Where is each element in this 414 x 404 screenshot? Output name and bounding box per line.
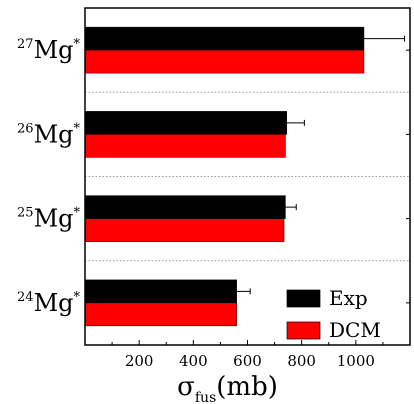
category-label-27: 27Mg* bbox=[17, 36, 80, 64]
x-axis-title-unit: (mb) bbox=[216, 372, 278, 402]
legend-swatch-exp bbox=[286, 289, 321, 308]
x-axis-title-symbol: σ bbox=[177, 372, 195, 402]
bar-exp-25 bbox=[84, 195, 286, 219]
bar-dcm-26 bbox=[84, 134, 286, 158]
category-mass: 27 bbox=[17, 37, 34, 52]
bar-exp-27 bbox=[84, 26, 365, 51]
category-star: * bbox=[74, 121, 81, 136]
category-star: * bbox=[74, 206, 81, 221]
bar-dcm-25 bbox=[84, 218, 285, 242]
x-axis-ticks: 200 400 600 800 1000 bbox=[111, 340, 384, 370]
error-bars-layer bbox=[223, 35, 406, 295]
category-element: Mg bbox=[34, 36, 74, 64]
x-tick-label: 200 bbox=[125, 352, 154, 370]
x-tick-label: 400 bbox=[179, 352, 208, 370]
x-axis-title: σfus(mb) bbox=[177, 372, 278, 404]
y-axis-ticks bbox=[406, 49, 410, 304]
bar-dcm-27 bbox=[84, 49, 365, 74]
category-label-24: 24Mg* bbox=[17, 289, 80, 317]
category-element: Mg bbox=[34, 120, 74, 148]
category-label-26: 26Mg* bbox=[17, 120, 80, 148]
bar-exp-24 bbox=[84, 279, 237, 304]
x-tick-label: 1000 bbox=[337, 352, 375, 370]
category-mass: 25 bbox=[17, 206, 34, 221]
category-label-25: 25Mg* bbox=[17, 205, 80, 233]
x-tick-label: 600 bbox=[233, 352, 262, 370]
category-element: Mg bbox=[34, 205, 74, 233]
category-separators bbox=[85, 91, 410, 262]
category-mass: 24 bbox=[17, 290, 34, 305]
category-labels: 24Mg*25Mg*26Mg*27Mg* bbox=[17, 36, 80, 317]
category-star: * bbox=[74, 290, 81, 305]
legend: Exp DCM bbox=[286, 286, 381, 342]
x-tick-label: 800 bbox=[287, 352, 316, 370]
x-axis-title-subscript: fus bbox=[195, 390, 216, 404]
legend-label-exp: Exp bbox=[329, 286, 368, 310]
bars-layer bbox=[84, 26, 365, 327]
bar-dcm-24 bbox=[84, 302, 237, 327]
bar-exp-26 bbox=[84, 111, 288, 135]
category-star: * bbox=[74, 37, 81, 52]
category-element: Mg bbox=[34, 289, 74, 317]
legend-swatch-dcm bbox=[286, 321, 321, 340]
category-mass: 26 bbox=[17, 121, 34, 136]
legend-label-dcm: DCM bbox=[329, 318, 381, 342]
